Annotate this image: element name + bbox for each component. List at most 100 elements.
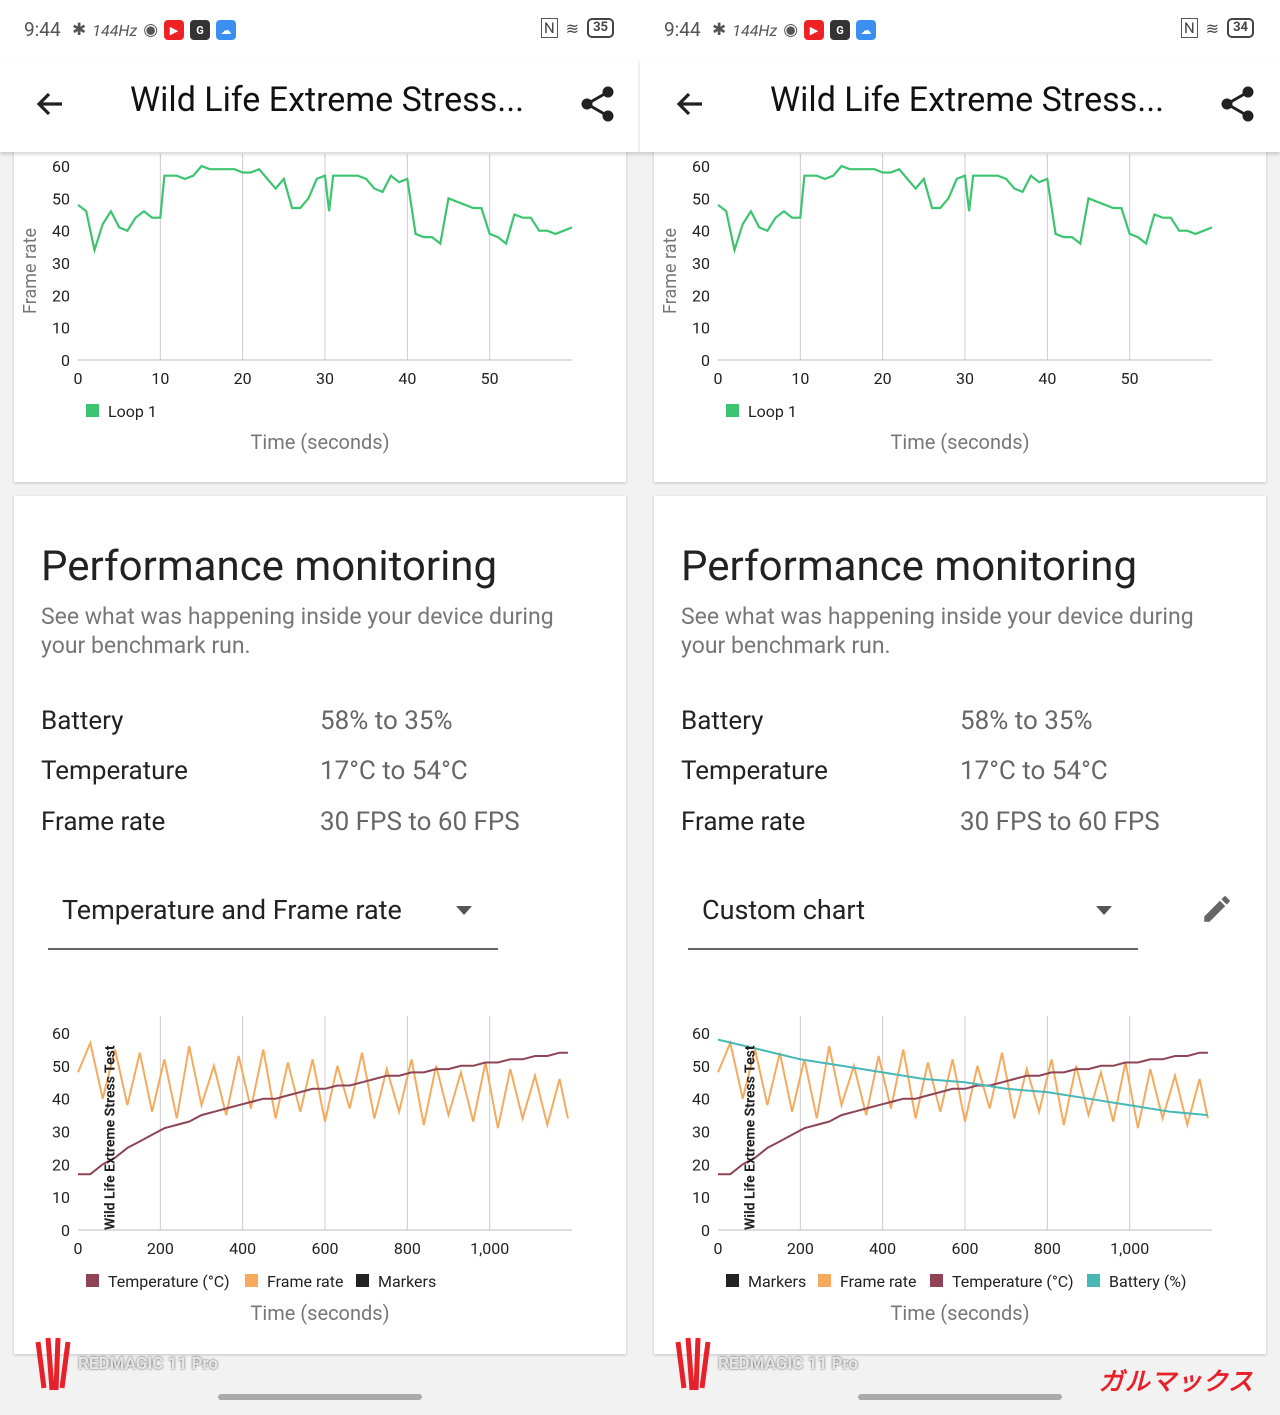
- sensor-icon: ◉: [783, 20, 799, 40]
- x-tick-label: 30: [956, 369, 974, 388]
- temperature-value: 17°C to 54°C: [320, 756, 468, 786]
- status-left-icons: ✱ 144Hz ◉ ▶ G ☁: [712, 18, 877, 42]
- y-tick-label: 50: [692, 1057, 710, 1076]
- battery-icon: 34: [1227, 18, 1254, 38]
- battery-icon: 35: [587, 18, 614, 38]
- legend-label-loop-1: Loop 1: [108, 402, 157, 421]
- x-tick-label: 1,000: [470, 1239, 509, 1258]
- frame-rate-label: Frame rate: [681, 807, 806, 837]
- legend-label: Frame rate: [267, 1272, 343, 1291]
- redmagic-logo-icon: [35, 1337, 71, 1391]
- fps-chart-card: 0 10 20 30 40 50 0 10 20 30 40 50 60 Frame rate Loop 1…: [14, 140, 626, 482]
- nfc-icon: N: [1180, 18, 1198, 38]
- page-title: Wild Life Extreme Stress...: [130, 80, 525, 120]
- status-time: 9:44: [664, 18, 701, 41]
- wifi-icon: ≋: [1205, 18, 1220, 38]
- x-tick-label: 800: [1034, 1239, 1061, 1258]
- app-bar: Wild Life Extreme Stress...: [0, 60, 640, 152]
- legend-swatch-loop-1: [86, 404, 99, 417]
- x-tick-label: 0: [714, 1239, 723, 1258]
- x-tick-label: 40: [398, 369, 416, 388]
- series-frame-rate-line: [717, 1039, 1209, 1129]
- y-tick-label: 0: [61, 1221, 70, 1240]
- game-icon: G: [830, 20, 851, 40]
- legend-label: Frame rate: [840, 1272, 916, 1291]
- x-tick-label: 200: [787, 1239, 814, 1258]
- fan-icon: ✱: [712, 20, 727, 40]
- chart-type-dropdown[interactable]: Custom chart: [688, 874, 1138, 950]
- y-tick-label: 40: [692, 1090, 710, 1109]
- dropdown-selected-value: Temperature and Frame rate: [62, 894, 402, 926]
- nfc-icon: N: [540, 18, 558, 38]
- y-axis-label: Frame rate: [660, 228, 681, 314]
- right-screen: 9:44 ✱ 144Hz ◉ ▶ G ☁ N ≋ 34 0 10 20 30 40 50 0…: [640, 0, 1280, 1415]
- x-tick-label: 200: [147, 1239, 174, 1258]
- legend-label: Markers: [378, 1272, 436, 1291]
- y-tick-label: 10: [52, 319, 70, 338]
- status-left-icons: ✱ 144Hz ◉ ▶ G ☁: [72, 18, 237, 42]
- chart-type-dropdown[interactable]: Temperature and Frame rate: [48, 874, 498, 950]
- cloud-icon: ☁: [856, 20, 877, 40]
- x-tick-label: 40: [1038, 369, 1056, 388]
- x-tick-label: 20: [234, 369, 252, 388]
- legend-label: Temperature (°C): [108, 1272, 230, 1291]
- x-tick-label: 50: [481, 369, 499, 388]
- dropdown-selected-value: Custom chart: [702, 894, 866, 926]
- share-icon[interactable]: [578, 84, 618, 124]
- watermark-text: REDMAGIC 11 Pro: [78, 1354, 218, 1374]
- share-icon[interactable]: [1218, 84, 1258, 124]
- performance-monitoring-card: Performance monitoring See what was happ…: [14, 496, 626, 1354]
- legend-swatch-loop-1: [726, 404, 739, 417]
- gesture-nav-bar[interactable]: [858, 1394, 1062, 1400]
- section-title: Performance monitoring: [41, 542, 498, 591]
- battery-label: Battery: [41, 706, 124, 736]
- battery-label: Battery: [681, 706, 764, 736]
- y-tick-label: 0: [61, 351, 70, 370]
- gesture-nav-bar[interactable]: [218, 1394, 422, 1400]
- x-axis-label: Time (seconds): [250, 430, 389, 454]
- fps-chart: 0 10 20 30 40 50 0 10 20 30 40 50 60 Frame rate Loop 1…: [20, 154, 573, 454]
- site-logo: ガルマックス: [1098, 1368, 1254, 1397]
- y-tick-label: 0: [701, 1221, 710, 1240]
- y-tick-label: 60: [692, 1024, 710, 1043]
- dropdown-arrow-icon: [1096, 906, 1112, 915]
- sensor-icon: ◉: [143, 20, 159, 40]
- back-arrow-icon[interactable]: [30, 84, 70, 124]
- frame-rate-label: Frame rate: [41, 807, 166, 837]
- status-bar: 9:44 ✱ 144Hz ◉ ▶ G ☁ N ≋ 34: [640, 0, 1280, 60]
- battery-value: 58% to 35%: [320, 706, 453, 736]
- fps-chart: 0 10 20 30 40 50 0 10 20 30 40 50 60 Frame rate Loop 1…: [660, 154, 1213, 454]
- youtube-icon: ▶: [164, 20, 185, 40]
- x-tick-label: 20: [874, 369, 892, 388]
- legend-swatch: [86, 1274, 99, 1287]
- x-tick-label: 10: [151, 369, 169, 388]
- temperature-label: Temperature: [681, 756, 828, 786]
- y-tick-label: 10: [52, 1188, 70, 1207]
- y-tick-label: 40: [52, 222, 70, 241]
- youtube-icon: ▶: [804, 20, 825, 40]
- legend-swatch: [245, 1274, 258, 1287]
- temperature-label: Temperature: [41, 756, 188, 786]
- frame-rate-value: 30 FPS to 60 FPS: [960, 807, 1160, 837]
- x-tick-label: 50: [1121, 369, 1139, 388]
- y-tick-label: 60: [692, 157, 710, 176]
- y-axis-label: Frame rate: [20, 228, 41, 314]
- back-arrow-icon[interactable]: [670, 84, 710, 124]
- device-watermark: REDMAGIC 11 Pro: [34, 1336, 218, 1392]
- legend-swatch: [930, 1274, 943, 1287]
- x-tick-label: 400: [869, 1239, 896, 1258]
- y-tick-label: 40: [692, 222, 710, 241]
- y-tick-label: 60: [52, 157, 70, 176]
- y-tick-label: 30: [52, 1123, 70, 1142]
- x-axis-label: Time (seconds): [250, 1301, 389, 1325]
- series-battery-line: [717, 1038, 1208, 1117]
- y-tick-label: 50: [52, 189, 70, 208]
- x-tick-label: 600: [952, 1239, 979, 1258]
- performance-monitoring-card: Performance monitoring See what was happ…: [654, 496, 1266, 1354]
- status-right-icons: N ≋ 35: [540, 18, 614, 38]
- y-tick-label: 10: [692, 1188, 710, 1207]
- performance-chart: 0 200 400 600 800 1,000 0 10 20 30 40 50 60 Wild Life…: [52, 1016, 572, 1325]
- refresh-rate-label: 144Hz: [732, 20, 778, 40]
- edit-pencil-icon[interactable]: [1200, 892, 1234, 926]
- x-tick-label: 0: [74, 1239, 83, 1258]
